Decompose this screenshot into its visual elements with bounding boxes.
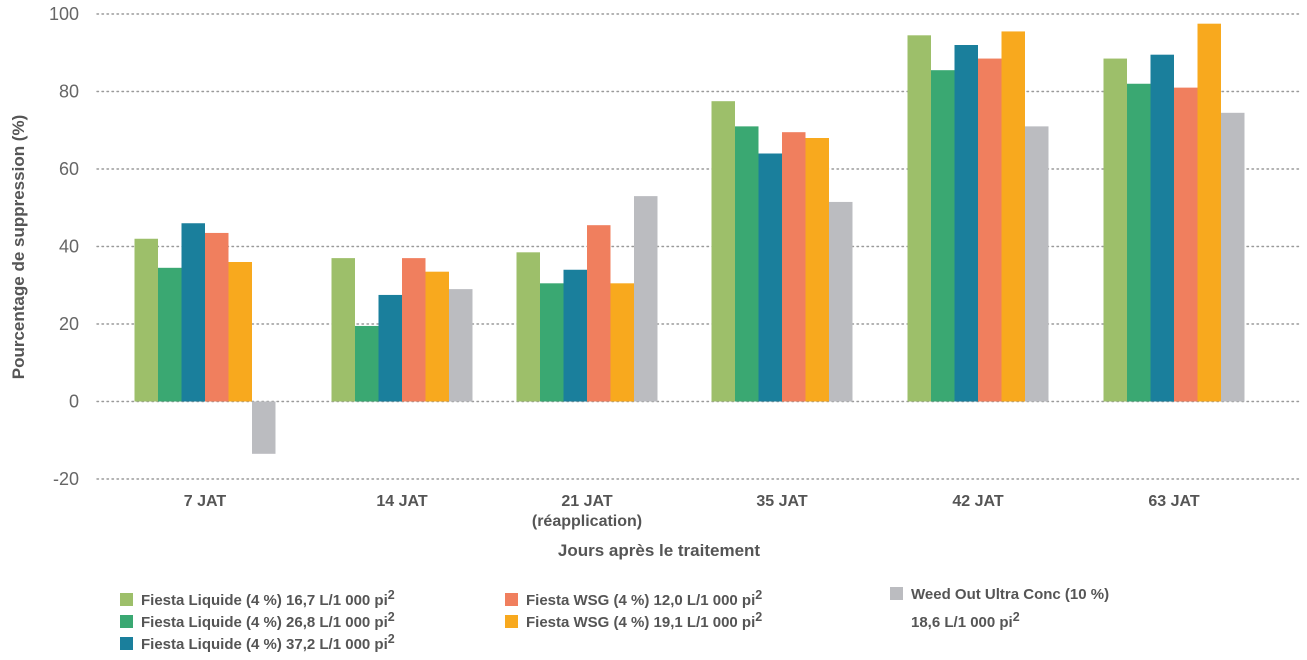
legend-item: Fiesta WSG (4 %) 19,1 L/1 000 pi2 xyxy=(505,606,762,634)
x-tick-label: 35 JAT xyxy=(756,493,808,510)
y-tick-label: 40 xyxy=(59,237,79,257)
bar xyxy=(540,283,564,402)
x-tick-label: 21 JAT xyxy=(561,493,613,510)
y-tick-label: 60 xyxy=(59,159,79,179)
bar xyxy=(805,138,829,402)
legend-label: Weed Out Ultra Conc (10 %) 18,6 L/1 000 p… xyxy=(911,586,1110,631)
bar xyxy=(711,101,735,402)
bar xyxy=(516,252,540,402)
legend-swatch xyxy=(505,593,518,606)
bar xyxy=(907,35,931,402)
y-tick-label: 80 xyxy=(59,82,79,102)
bar-chart: -20 0 20 40 60 80 100 7 JAT 14 JAT 21 JAT (réappl… xyxy=(9,4,1303,560)
bar xyxy=(378,294,402,402)
legend-item: Fiesta WSG (4 %) 12,0 L/1 000 pi2 xyxy=(505,584,762,612)
x-tick-label: (réapplication) xyxy=(532,513,642,530)
legend-item: Fiesta Liquide (4 %) 26,8 L/1 000 pi2 xyxy=(120,606,395,634)
y-tick-label: 20 xyxy=(59,314,79,334)
bar xyxy=(425,271,449,402)
bar xyxy=(205,232,229,402)
bar xyxy=(758,153,782,402)
legend-label: Fiesta WSG (4 %) 12,0 L/1 000 pi2 xyxy=(526,588,763,609)
legend-swatch xyxy=(890,587,903,600)
bar xyxy=(587,225,611,402)
bar xyxy=(449,289,473,402)
bar xyxy=(181,223,205,402)
legend-swatch xyxy=(505,615,518,628)
bar xyxy=(1197,23,1221,402)
bar xyxy=(829,201,853,402)
legend-label: Fiesta Liquide (4 %) 16,7 L/1 000 pi2 xyxy=(141,588,395,609)
legend-item: Fiesta Liquide (4 %) 16,7 L/1 000 pi2 xyxy=(120,584,395,612)
bar xyxy=(954,45,978,402)
gridlines xyxy=(96,13,1303,480)
x-tick-label: 42 JAT xyxy=(952,493,1004,510)
bar xyxy=(634,196,658,402)
bar xyxy=(252,401,276,454)
y-tick-label: 0 xyxy=(69,392,79,412)
bar xyxy=(1127,83,1151,402)
bar xyxy=(1150,54,1174,402)
bar xyxy=(228,262,252,402)
bar xyxy=(1221,112,1245,402)
x-axis-ticks: 7 JAT 14 JAT 21 JAT (réapplication) 35 JAT 42… xyxy=(184,493,1200,530)
bar xyxy=(563,269,587,402)
legend-item: Fiesta Liquide (4 %) 37,2 L/1 000 pi2 xyxy=(120,628,395,656)
bars xyxy=(134,23,1245,454)
legend-swatch xyxy=(120,637,133,650)
legend-label: Fiesta Liquide (4 %) 26,8 L/1 000 pi2 xyxy=(141,610,395,631)
bar xyxy=(931,70,955,402)
y-tick-label: 100 xyxy=(49,4,79,24)
bar xyxy=(158,267,182,402)
bar xyxy=(331,258,355,402)
bar xyxy=(1103,58,1127,402)
legend-swatch xyxy=(120,615,133,628)
x-tick-label: 14 JAT xyxy=(376,493,428,510)
x-axis-title: Jours après le traitement xyxy=(558,541,761,560)
y-axis-ticks: -20 0 20 40 60 80 100 xyxy=(49,4,79,489)
y-axis-title: Pourcentage de suppression (%) xyxy=(9,115,28,380)
x-tick-label: 7 JAT xyxy=(184,493,227,510)
bar xyxy=(1025,126,1049,402)
bar xyxy=(1001,31,1025,402)
legend-item: Weed Out Ultra Conc (10 %) 18,6 L/1 000 p… xyxy=(890,584,1109,634)
legend-swatch xyxy=(120,593,133,606)
x-tick-label: 63 JAT xyxy=(1148,493,1200,510)
bar xyxy=(782,132,806,402)
legend: Fiesta Liquide (4 %) 16,7 L/1 000 pi2 Fie… xyxy=(120,584,1220,660)
y-tick-label: -20 xyxy=(53,469,79,489)
legend-label: Fiesta WSG (4 %) 19,1 L/1 000 pi2 xyxy=(526,610,763,631)
bar xyxy=(610,283,634,402)
bar xyxy=(978,58,1002,402)
bar xyxy=(134,238,158,402)
bar xyxy=(1174,87,1198,402)
bar xyxy=(355,325,379,402)
bar xyxy=(402,258,426,402)
legend-label: Fiesta Liquide (4 %) 37,2 L/1 000 pi2 xyxy=(141,632,395,653)
bar xyxy=(735,126,759,402)
